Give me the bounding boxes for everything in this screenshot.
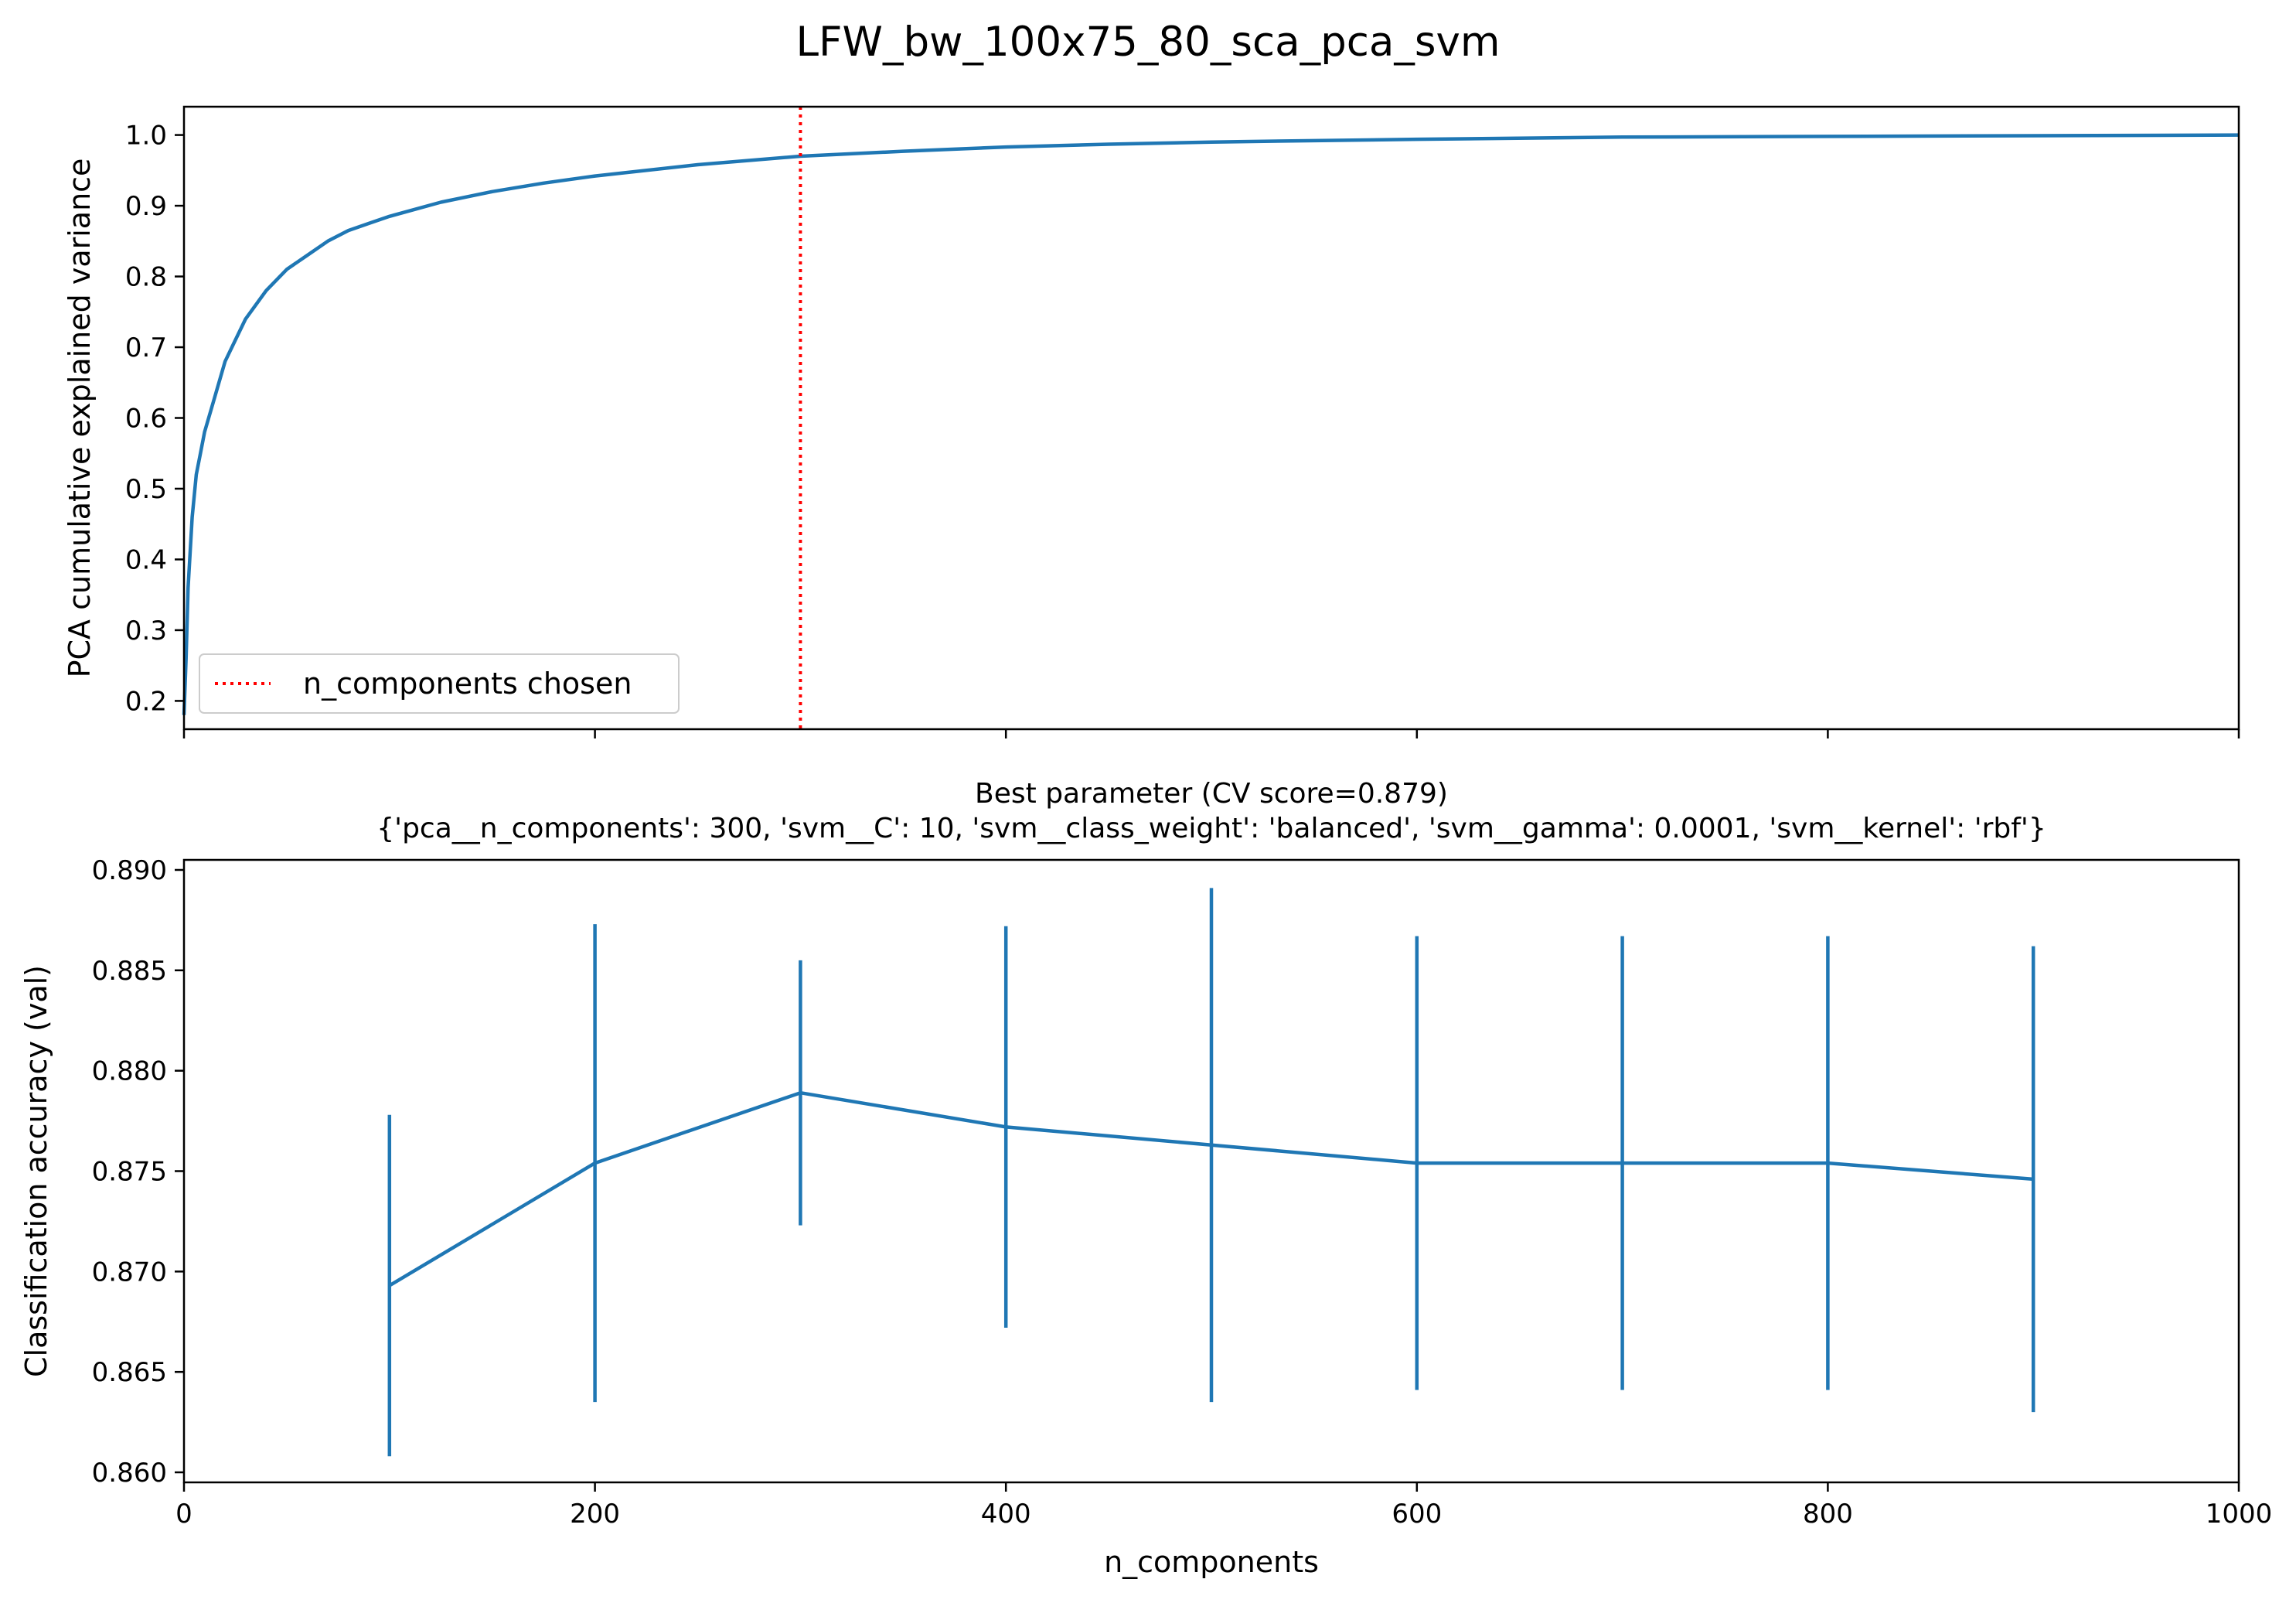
top-ticks: 0.2 0.3 0.4 0.5 0.6 0.7 0.8 0.9 1.0	[125, 121, 2240, 738]
top-ytick-label: 1.0	[125, 121, 167, 152]
legend-box	[199, 653, 680, 714]
cumulative-variance-line	[182, 133, 2240, 715]
top-ylabel: PCA cumulative explained variance	[63, 159, 97, 678]
top-panel: 0.2 0.3 0.4 0.5 0.6 0.7 0.8 0.9 1.0 PCA cumulati…	[63, 105, 2240, 738]
top-plot-area	[182, 107, 2240, 729]
bottom-ytick-label: 0.890	[92, 855, 167, 886]
figure-title: LFW_bw_100x75_80_sca_pca_svm	[796, 19, 1501, 66]
top-ytick-label: 0.8	[125, 262, 167, 293]
bottom-ytick-label: 0.885	[92, 956, 167, 987]
bottom-ticks: 0 200 400 600 800 1000 0.860 0.865 0.870 0.875 0.8…	[92, 855, 2273, 1530]
bottom-xtick-label: 800	[1803, 1499, 1853, 1530]
bottom-xtick-label: 200	[570, 1499, 620, 1530]
top-ytick-label: 0.6	[125, 404, 167, 435]
bottom-ytick-label: 0.880	[92, 1056, 167, 1087]
accuracy-line	[388, 1090, 2034, 1288]
bottom-xtick-label: 0	[175, 1499, 192, 1530]
top-ytick-label: 0.4	[125, 544, 167, 575]
legend-entry-n-components-chosen: n_components chosen	[303, 667, 632, 701]
bottom-ytick-label: 0.875	[92, 1157, 167, 1188]
bottom-ylabel: Classification accuracy (val)	[19, 965, 53, 1377]
bottom-xlabel: n_components	[1104, 1545, 1319, 1579]
top-ytick-label: 0.3	[125, 616, 167, 646]
bottom-plot-area	[387, 888, 2035, 1457]
top-legend: n_components chosen	[199, 653, 680, 714]
top-ytick-label: 0.9	[125, 191, 167, 222]
bottom-ytick-label: 0.860	[92, 1458, 167, 1489]
top-ytick-label: 0.2	[125, 686, 167, 717]
bottom-xtick-label: 600	[1392, 1499, 1442, 1530]
bottom-xtick-label: 1000	[2206, 1499, 2273, 1530]
bottom-subtitle: {'pca__n_components': 300, 'svm__C': 10,…	[376, 813, 2046, 844]
bottom-panel: Best parameter (CV score=0.879) {'pca__n…	[19, 778, 2272, 1579]
top-ytick-label: 0.5	[125, 474, 167, 505]
bottom-xtick-label: 400	[981, 1499, 1031, 1530]
bottom-ytick-label: 0.870	[92, 1257, 167, 1288]
bottom-ytick-label: 0.865	[92, 1357, 167, 1388]
top-ytick-label: 0.7	[125, 333, 167, 363]
bottom-title: Best parameter (CV score=0.879)	[975, 778, 1448, 810]
